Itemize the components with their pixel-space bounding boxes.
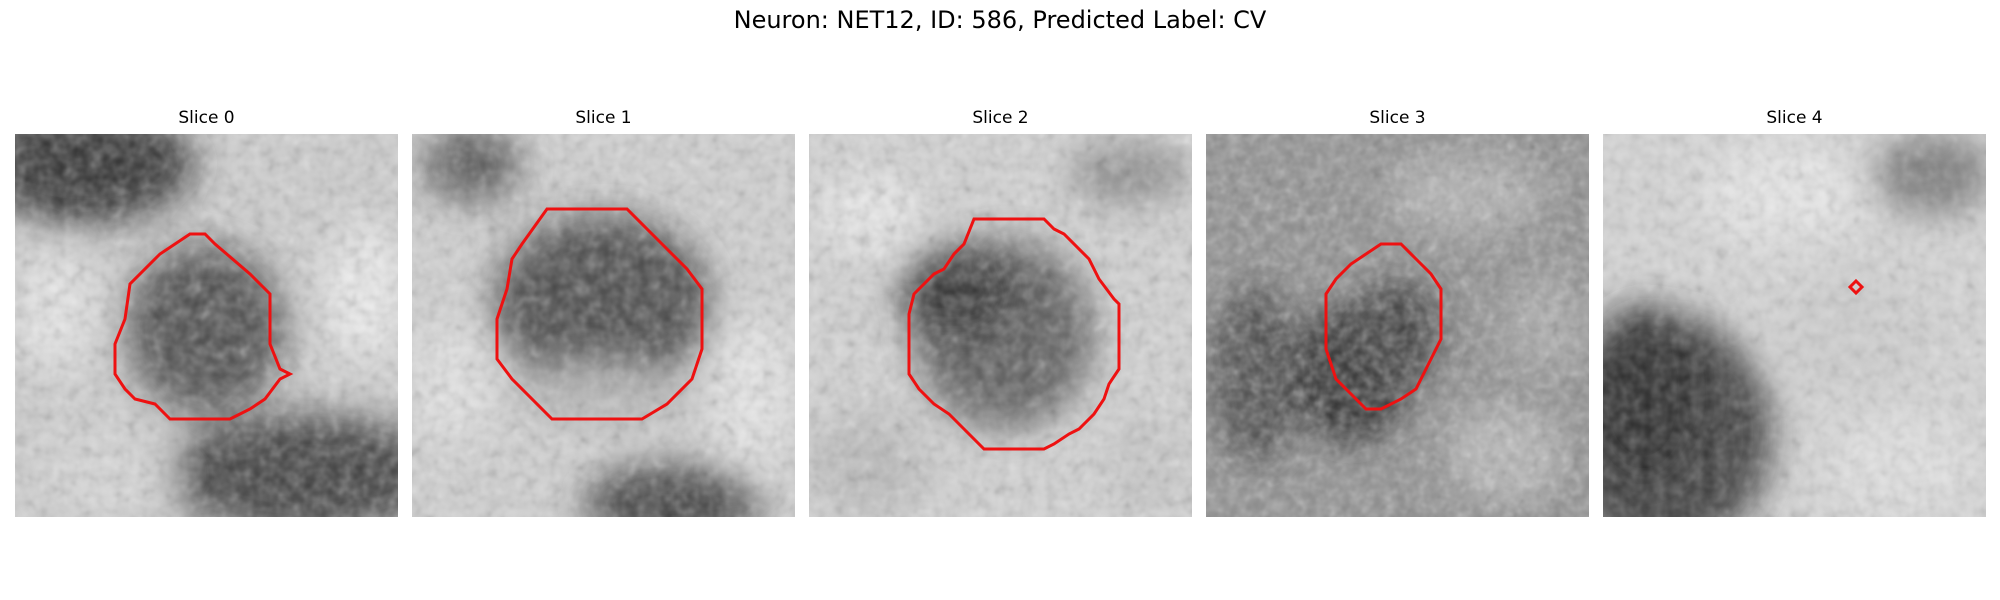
panel-title-slice-3: Slice 3 [1369,108,1426,128]
slice-4-contour [1847,278,1865,296]
panel-title-slice-4: Slice 4 [1766,108,1823,128]
slice-3-image [1206,134,1589,517]
slice-3-contour-outline [1324,242,1443,411]
slice-2-image [809,134,1192,517]
slice-3-panel [1206,134,1589,517]
slice-0-contour [113,232,294,421]
slice-0-image [15,134,398,517]
slice-4-image [1603,134,1986,517]
figure-title: Neuron: NET12, ID: 586, Predicted Label:… [733,6,1267,34]
slice-1-contour [495,207,704,421]
slice-2-panel [809,134,1192,517]
panel-title-slice-2: Slice 2 [972,108,1029,128]
panel-title-slice-1: Slice 1 [575,108,632,128]
panel-title-slice-0: Slice 0 [178,108,235,128]
slice-4-panel [1603,134,1986,517]
slice-2-contour [907,217,1121,451]
slice-0-panel [15,134,398,517]
slice-1-image [412,134,795,517]
slice-1-panel [412,134,795,517]
